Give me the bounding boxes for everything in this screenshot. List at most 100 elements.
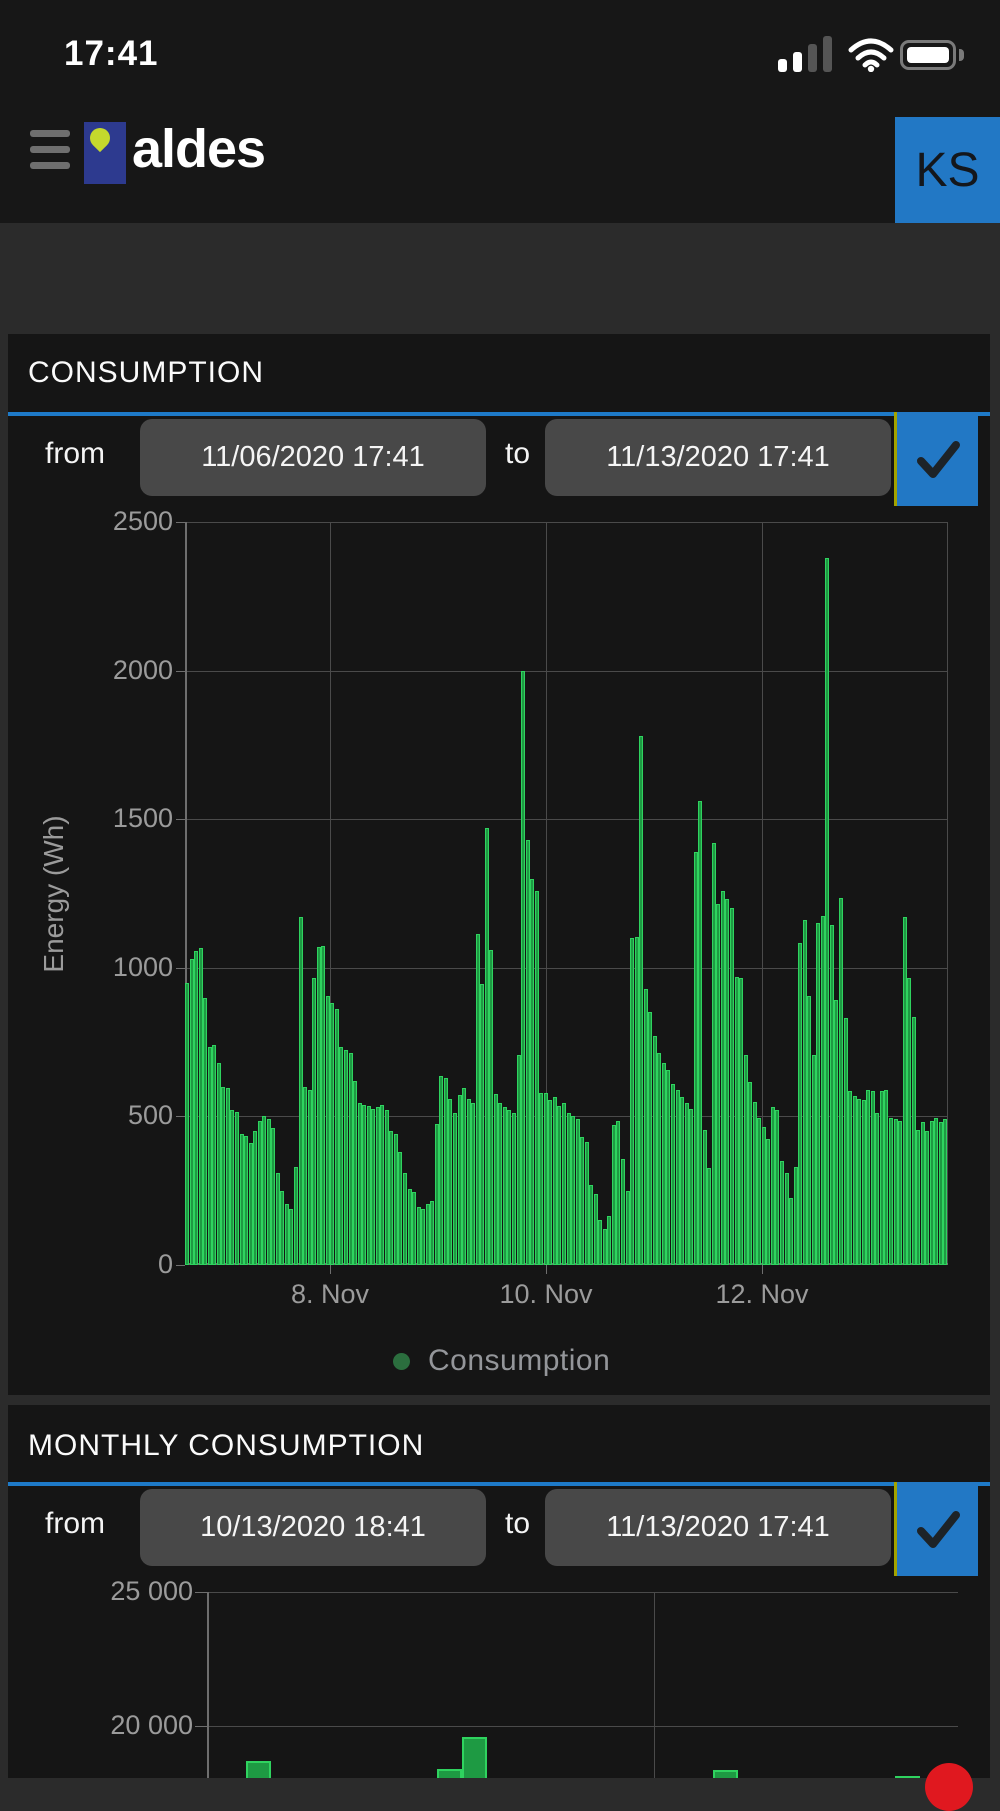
bar [584,1141,589,1265]
bar [634,936,639,1265]
bar [307,1089,312,1265]
bar [720,890,725,1265]
bar [575,1119,580,1265]
bar [384,1110,389,1265]
bar [734,976,739,1265]
menu-button[interactable] [30,130,70,176]
bar [512,1113,516,1265]
bar [194,951,199,1265]
bar [375,1107,380,1265]
bar [839,897,843,1265]
y-axis-line [185,522,187,1265]
y-tick [176,1116,185,1118]
from-label: from [45,437,105,470]
bar [462,1087,467,1265]
bar [870,1091,875,1265]
bar [884,1089,889,1265]
bar [348,1052,353,1265]
wifi-icon [848,38,894,72]
bar [284,1204,289,1265]
bar [437,1768,462,1778]
bar [879,1091,884,1265]
bar [389,1131,394,1265]
y-tick [176,967,185,969]
bar [471,1103,476,1265]
y-axis-line [207,1592,209,1778]
apply-range-button[interactable] [894,412,978,506]
floating-action-button[interactable] [925,1763,973,1811]
bar [543,1092,548,1265]
bar [321,945,326,1265]
bar [589,1184,594,1265]
bar [484,828,489,1265]
x-tick-label: 8. Nov [290,1279,370,1309]
y-tick-label: 20 000 [110,1710,193,1740]
bar [498,1103,503,1265]
bar [707,1168,712,1265]
bar [434,1123,439,1265]
monthly-from-date-input[interactable]: 10/13/2020 18:41 [140,1489,486,1566]
status-time: 17:41 [64,34,159,73]
gridline [207,1592,958,1593]
bar [552,1097,557,1265]
bar [680,1097,685,1265]
bar [716,903,721,1265]
bar [689,1108,694,1265]
y-axis-title: Energy (Wh) [38,815,69,973]
bar [216,1062,221,1265]
bar [548,1100,553,1265]
bar [893,1119,898,1265]
bar [938,1122,943,1265]
bar [670,1083,675,1265]
bar [189,958,194,1265]
bar [507,1110,512,1265]
bar [929,1120,934,1265]
bar [198,948,203,1265]
x-tick [330,1265,331,1274]
bar [607,1215,612,1265]
bar [789,1198,794,1265]
bar [230,1110,235,1265]
y-tick-label: 2000 [112,654,173,685]
bar [675,1089,680,1265]
bar [698,801,703,1265]
bar [539,1092,544,1265]
bar [593,1193,598,1265]
bar [493,1094,498,1265]
aldes-logo-text: aldes [132,119,266,179]
monthly-apply-range-button[interactable] [894,1482,978,1576]
to-date-input[interactable]: 11/13/2020 17:41 [545,419,891,496]
breadcrumb-bar: Electrical consumption > Trends [0,223,1000,525]
bar [462,1737,487,1778]
user-avatar[interactable]: KS [895,117,1000,223]
status-header-bar: 17:41 aldes KS [0,0,1000,223]
bar [816,923,821,1265]
bar [266,1119,271,1265]
bar [784,1172,789,1265]
bar [848,1091,853,1265]
gridline [185,967,948,969]
bar [920,1122,925,1265]
bar [416,1207,421,1265]
bar [693,851,698,1265]
y-tick-label: 2500 [112,506,173,536]
bar [911,1016,916,1265]
gridline [207,1726,958,1727]
monthly-to-date-input[interactable]: 11/13/2020 17:41 [545,1489,891,1566]
bar [343,1049,348,1265]
bar [430,1201,435,1265]
bar [602,1229,607,1265]
bar [866,1089,871,1265]
from-date-input[interactable]: 11/06/2020 17:41 [140,419,486,496]
bar [825,557,830,1265]
bar [362,1104,367,1265]
to-label: to [505,437,531,470]
bar [407,1189,412,1265]
bar [580,1137,585,1265]
bar [443,1077,448,1265]
x-tick-label: 12. Nov [715,1279,809,1309]
bar [625,1190,630,1265]
bar [516,1055,521,1265]
bar [225,1088,230,1265]
gridline [947,522,948,1265]
